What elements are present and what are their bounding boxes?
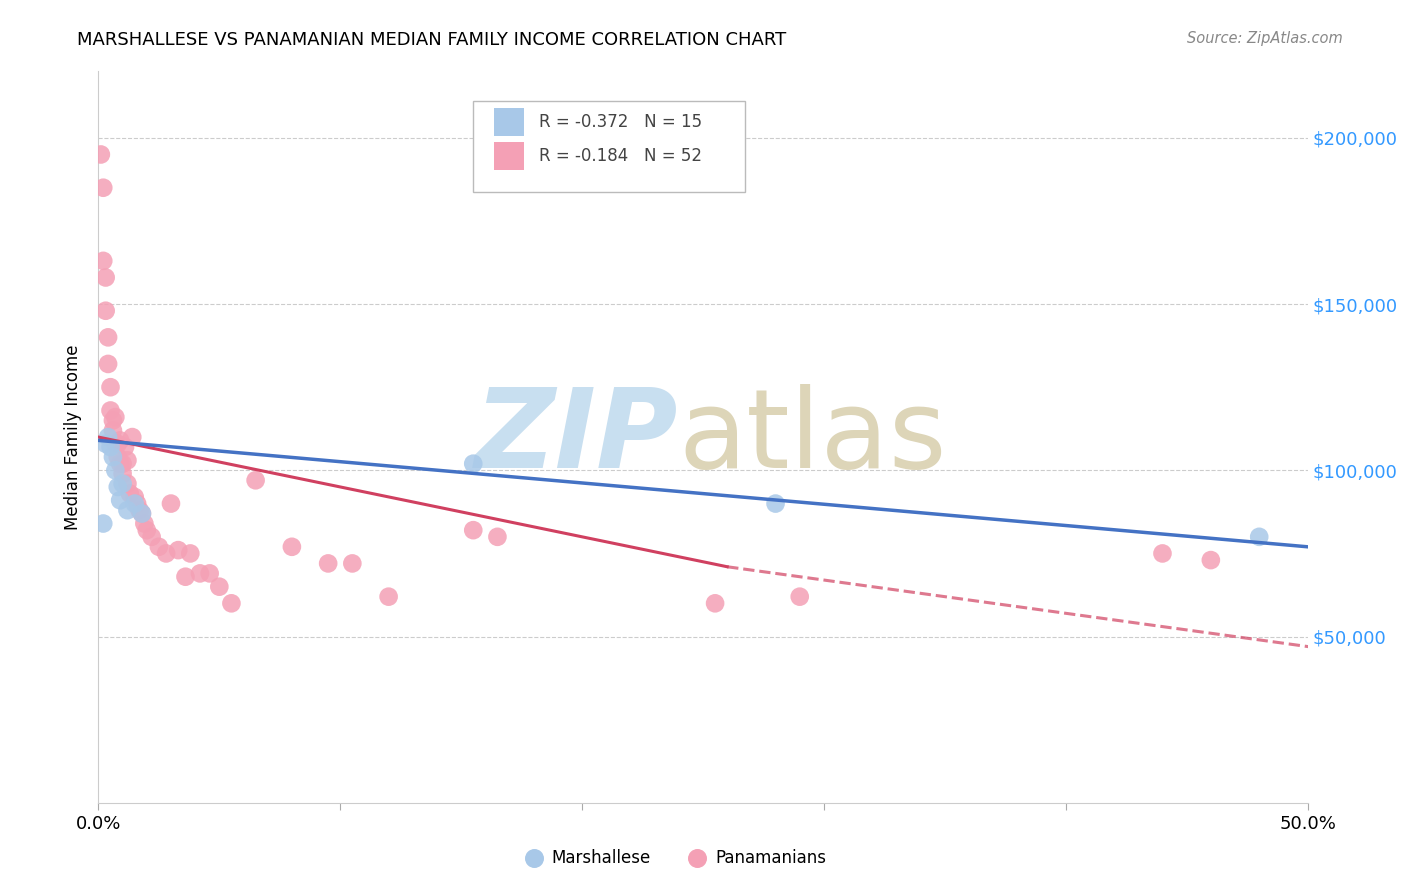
Point — [94, 436, 117, 450]
Point — [91, 180, 114, 194]
Point — [245, 473, 267, 487]
Point — [342, 557, 364, 571]
Point — [107, 480, 129, 494]
Text: Source: ZipAtlas.com: Source: ZipAtlas.com — [1187, 31, 1343, 46]
Point — [463, 457, 485, 471]
Point — [174, 570, 197, 584]
Point — [100, 380, 122, 394]
Point — [124, 490, 146, 504]
Point — [198, 566, 221, 581]
Point — [104, 436, 127, 450]
Point — [94, 303, 117, 318]
Point — [155, 546, 177, 560]
Point — [463, 523, 485, 537]
Point — [148, 540, 170, 554]
Bar — [494, 143, 524, 170]
Point — [101, 424, 124, 438]
Text: MARSHALLESE VS PANAMANIAN MEDIAN FAMILY INCOME CORRELATION CHART: MARSHALLESE VS PANAMANIAN MEDIAN FAMILY … — [77, 31, 786, 49]
Point — [97, 430, 120, 444]
Point — [104, 463, 127, 477]
Point — [97, 357, 120, 371]
Point — [765, 497, 787, 511]
Text: R = -0.372   N = 15: R = -0.372 N = 15 — [538, 112, 702, 131]
Point — [101, 450, 124, 464]
Point — [188, 566, 211, 581]
Point — [94, 270, 117, 285]
Point — [108, 434, 131, 448]
Point — [108, 457, 131, 471]
Point — [117, 453, 139, 467]
Point — [107, 450, 129, 464]
Point — [111, 457, 134, 471]
Point — [121, 430, 143, 444]
Point — [91, 516, 114, 531]
Point — [1199, 553, 1222, 567]
Point — [124, 497, 146, 511]
Point — [118, 486, 141, 500]
Point — [141, 530, 163, 544]
Point — [131, 507, 153, 521]
Point — [160, 497, 183, 511]
Point — [131, 507, 153, 521]
Point — [107, 436, 129, 450]
Point — [134, 516, 156, 531]
Point — [1284, 796, 1306, 810]
Point — [114, 440, 136, 454]
Text: R = -0.184   N = 52: R = -0.184 N = 52 — [538, 147, 702, 165]
Point — [97, 330, 120, 344]
Bar — [494, 108, 524, 136]
Text: Panamanians: Panamanians — [716, 848, 827, 867]
Text: ZIP: ZIP — [475, 384, 679, 491]
Point — [1152, 546, 1174, 560]
Point — [108, 493, 131, 508]
Point — [127, 497, 149, 511]
Point — [1249, 530, 1271, 544]
Point — [179, 546, 201, 560]
Point — [377, 590, 399, 604]
Point — [789, 590, 811, 604]
Point — [117, 503, 139, 517]
Point — [135, 523, 157, 537]
Point — [486, 530, 509, 544]
Point — [704, 596, 727, 610]
Point — [128, 503, 150, 517]
Point — [111, 467, 134, 481]
Point — [111, 476, 134, 491]
Point — [101, 413, 124, 427]
Point — [104, 410, 127, 425]
Point — [221, 596, 243, 610]
Point — [208, 580, 231, 594]
Text: atlas: atlas — [679, 384, 948, 491]
Point — [957, 796, 980, 810]
Text: Marshallese: Marshallese — [551, 848, 651, 867]
FancyBboxPatch shape — [474, 101, 745, 192]
Point — [167, 543, 190, 558]
Point — [90, 147, 112, 161]
Point — [117, 476, 139, 491]
Point — [91, 253, 114, 268]
Point — [316, 557, 339, 571]
Point — [100, 403, 122, 417]
Y-axis label: Median Family Income: Median Family Income — [65, 344, 83, 530]
Point — [100, 440, 122, 454]
Point — [281, 540, 304, 554]
